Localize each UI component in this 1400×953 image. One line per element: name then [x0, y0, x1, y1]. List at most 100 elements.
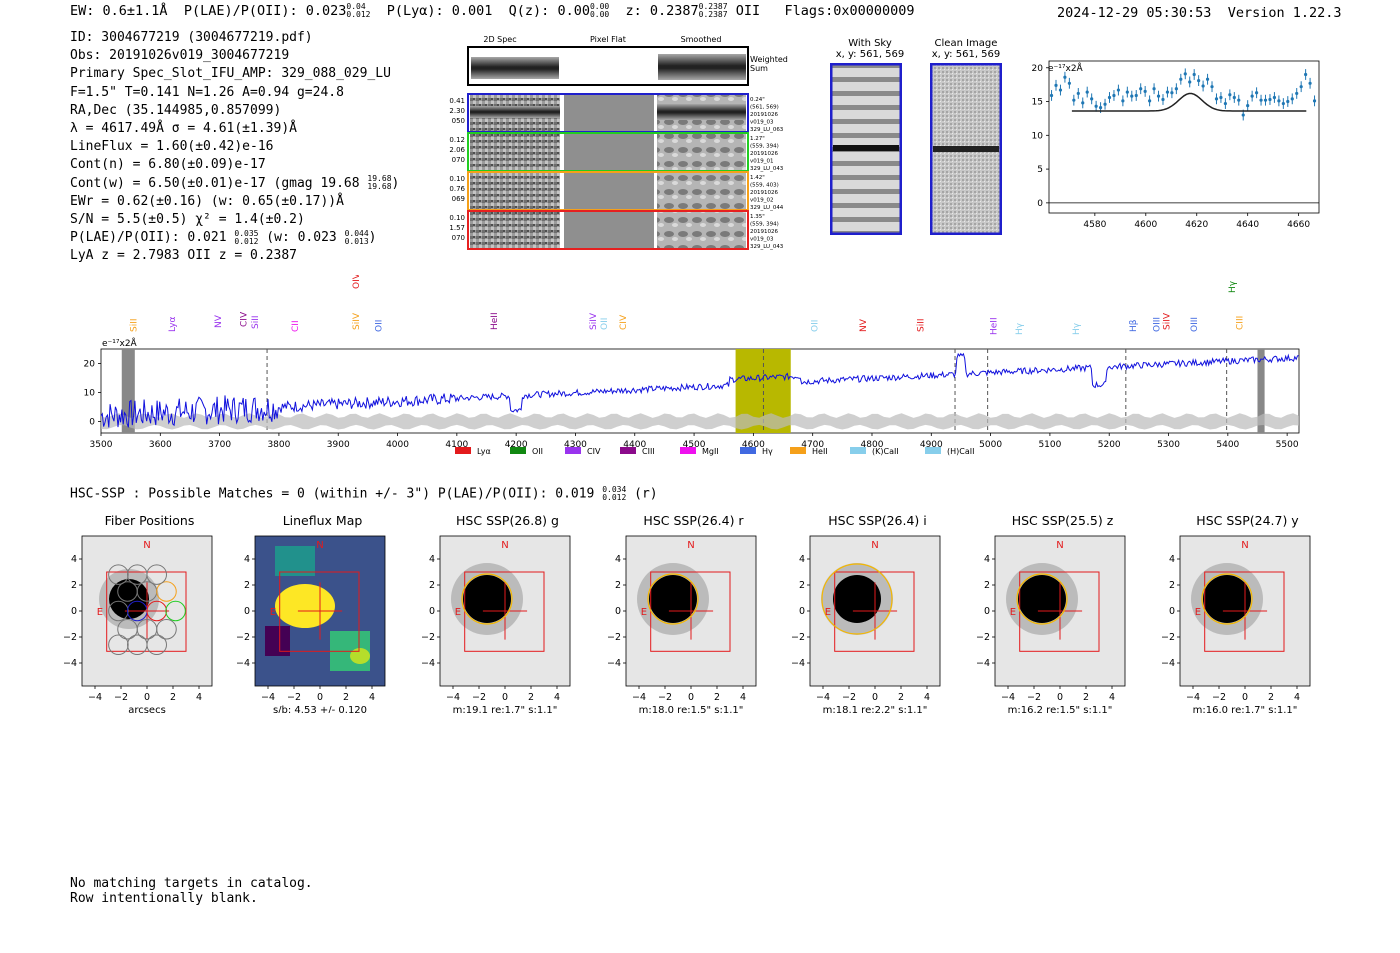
spec-row-smooth [657, 212, 746, 248]
spec-row-left-label: 0.41 [449, 97, 465, 105]
info-params: F=1.5" T=0.141 N=1.26 A=0.94 g=24.8 [70, 84, 399, 102]
hsc-header: HSC-SSP : Possible Matches = 0 (within +… [70, 486, 658, 502]
hsc-panel-image: NE−4−4−2−2002244m:19.1 re:1.7" s:1.1"EWr… [420, 528, 595, 713]
z-line: OII [736, 3, 760, 19]
spec-row-right-label: 329_LU_043 [750, 166, 784, 172]
zoom-point [1286, 100, 1289, 103]
ytick-label: −2 [1161, 632, 1175, 643]
spectrum-xtick-label: 5000 [979, 440, 1002, 450]
xtick-label: −2 [114, 692, 128, 703]
xtick-label: 0 [872, 692, 878, 703]
spec-row-right-label: v019_03 [750, 120, 774, 126]
ytick-label: 2 [429, 580, 435, 591]
north-label: N [1056, 540, 1063, 551]
spec-row-left-label: 050 [452, 117, 465, 125]
spec-row-right-label: 329_LU_044 [750, 205, 784, 211]
legend-swatch [850, 447, 866, 454]
hsc-panel: HSC SSP(25.5) z N E −4 −4 −2 −2 0 0 2 2 4 4 m:16.2 re… [975, 510, 1150, 725]
zoom-xtick-label: 4580 [1083, 220, 1106, 230]
ytick-label: 0 [984, 606, 990, 617]
xtick-label: 0 [144, 692, 150, 703]
zoom-point [1184, 72, 1187, 75]
zoom-point [1166, 90, 1169, 93]
zoom-point [1228, 93, 1231, 96]
line-label: HeII [990, 317, 1000, 335]
zoom-point [1152, 87, 1155, 90]
xtick-label: 2 [714, 692, 720, 703]
datetime: 2024-12-29 05:30:53 [1057, 5, 1211, 21]
hsc-panel-title: Lineflux Map [235, 513, 410, 528]
zoom-point [1135, 94, 1138, 97]
info-contw: Cont(w) = 6.50(±0.01)e-17 (gmag 19.68 19… [70, 175, 399, 193]
line-label: Hβ [1129, 319, 1139, 332]
spectrum-xtick-label: 3800 [267, 440, 290, 450]
zoom-point [1126, 90, 1129, 93]
info-contn: Cont(n) = 6.80(±0.09)e-17 [70, 156, 399, 174]
zoom-point [1081, 101, 1084, 104]
line-label: OII [811, 320, 821, 332]
ytick-label: 2 [615, 580, 621, 591]
contw-lo: 19.68 [367, 183, 391, 191]
zoom-point [1233, 96, 1236, 99]
spec-row-right-label: 20191026 [750, 112, 778, 118]
xtick-label: 0 [1242, 692, 1248, 703]
legend-swatch [455, 447, 471, 454]
zoom-ytick-label: 20 [1032, 64, 1044, 74]
spec-row-left-label: 069 [452, 195, 465, 203]
line-label: CII [291, 320, 301, 332]
zoom-point [1193, 73, 1196, 76]
zoom-point [1063, 76, 1066, 79]
line-label: CIV [239, 311, 249, 327]
hsc-panel-image: NE−4−4−2−2002244arcsecs [62, 528, 237, 713]
zoom-ytick-label: 5 [1037, 165, 1043, 175]
qz-value: Q(z): 0.00 [509, 3, 590, 19]
north-label: N [143, 540, 150, 551]
ytick-label: −4 [63, 658, 77, 669]
info-id: ID: 3004677219 (3004677219.pdf) [70, 29, 399, 47]
source-core [1203, 575, 1251, 623]
lineflux-peak [350, 648, 370, 664]
zoom-point [1077, 92, 1080, 95]
legend-label: HeII [812, 447, 828, 456]
spec2d-header-1: Pixel Flat [590, 35, 626, 44]
legend-swatch [620, 447, 636, 454]
spec2d-header-0: 2D Spec [483, 35, 516, 44]
spectrum-xtick-label: 5500 [1276, 440, 1299, 450]
legend-label: CIV [587, 447, 601, 456]
zoom-point [1095, 105, 1098, 108]
plae-w-lo: 0.013 [345, 238, 369, 246]
legend-label: MgII [702, 447, 719, 456]
spec2d-svg: 2D Spec Pixel Flat Smoothed Weighted Sum… [440, 32, 800, 257]
weighted-label-1: Weighted [750, 55, 788, 64]
xtick-label: 0 [317, 692, 323, 703]
zoom-point [1139, 87, 1142, 90]
panel-caption: m:18.1 re:2.2" s:1.1" [823, 705, 928, 713]
ytick-label: −2 [791, 632, 805, 643]
with-sky-title: With Sky x, y: 561, 569 [830, 38, 910, 60]
with-sky-image [830, 63, 902, 235]
zoom-xtick-label: 4620 [1185, 220, 1208, 230]
spectrum-xtick-label: 3900 [327, 440, 350, 450]
xtick-label: −4 [1001, 692, 1015, 703]
weighted-2d [471, 57, 559, 79]
ytick-label: 4 [1169, 554, 1175, 565]
info-sn: S/N = 5.5(±0.5) χ² = 1.4(±0.2) [70, 211, 399, 229]
ytick-label: 2 [1169, 580, 1175, 591]
line-label: OII [375, 320, 385, 332]
weighted-smoothed [658, 54, 746, 80]
line-label: SiIV [1163, 312, 1173, 330]
spec-row-right-label: 1.42" [750, 175, 765, 181]
zoom-point [1197, 79, 1200, 82]
info-lyaz: LyA z = 2.7983 OII z = 0.2387 [70, 247, 399, 265]
spectrum-xtick-label: 3500 [90, 440, 113, 450]
spectrum-ytick-label: 0 [89, 417, 95, 427]
spec-row-right-label: (559, 403) [750, 183, 779, 189]
legend-label: Lyα [477, 447, 491, 456]
zoom-point [1054, 84, 1057, 87]
legend-swatch [740, 447, 756, 454]
info-ewr: EWr = 0.62(±0.16) (w: 0.65(±0.17))Å [70, 193, 399, 211]
z-lo: 0.2387 [699, 11, 728, 19]
clean-image [930, 63, 1002, 235]
spectrum-xtick-label: 5200 [1098, 440, 1121, 450]
zoom-point [1072, 99, 1075, 102]
